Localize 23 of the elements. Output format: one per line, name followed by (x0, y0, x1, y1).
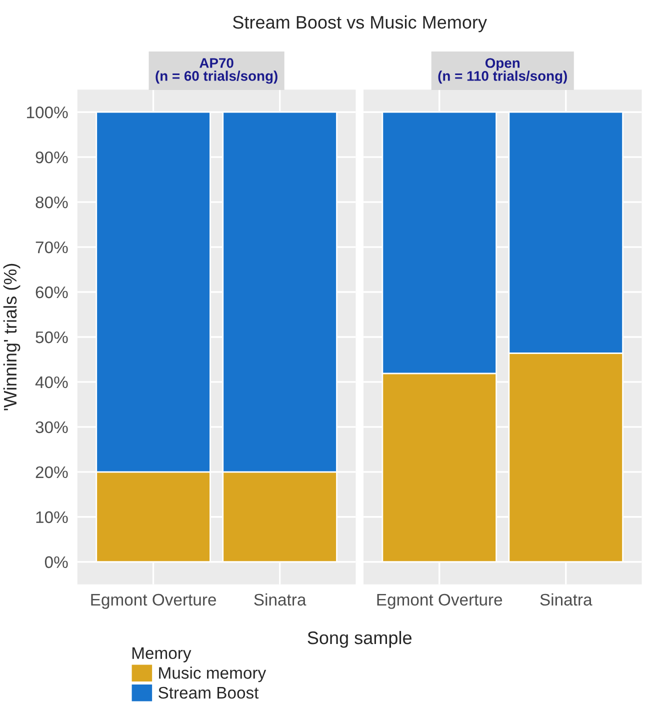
y-tick-label: 60% (36, 286, 68, 298)
x-tick-label: Egmont Overture (91, 594, 216, 609)
legend-label: Stream Boost (158, 686, 259, 699)
y-axis-title: 'Winning' trials (%) (3, 264, 20, 410)
y-tick-label: 0% (44, 556, 68, 568)
legend-label: Music memory (159, 666, 266, 682)
legend-title: Memory (132, 647, 192, 662)
x-tick-label: Egmont Overture (377, 594, 502, 609)
x-tick-label: Sinatra (540, 593, 592, 606)
chart-subtitle: Open (n = 110 trials/song) (438, 58, 567, 84)
y-tick-label: 50% (36, 331, 68, 344)
y-tick-label: 30% (36, 421, 68, 434)
y-tick-label: 20% (36, 466, 68, 478)
x-axis-title: Song sample (308, 630, 412, 648)
y-tick-label: 40% (35, 376, 68, 388)
x-tick-label: Sinatra (254, 593, 306, 606)
chart-title: Stream Boost vs Music Memory (232, 15, 487, 32)
y-tick-label: 10% (36, 511, 68, 524)
y-tick-label: 90% (36, 151, 68, 164)
y-tick-label: 80% (36, 196, 68, 208)
y-tick-label: 100% (27, 106, 68, 118)
chart-subtitle: AP70 (n = 60 trials/song) (156, 58, 278, 84)
y-tick-label: 70% (36, 241, 68, 254)
